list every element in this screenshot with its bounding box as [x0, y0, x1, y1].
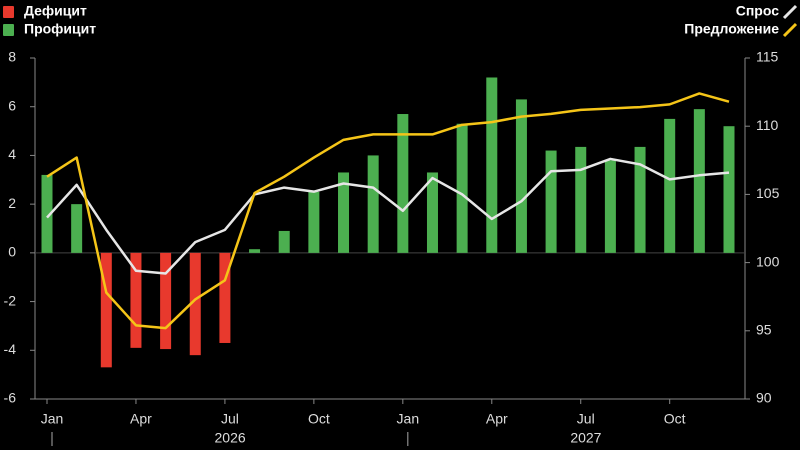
x-tick-label: Jan: [41, 411, 64, 427]
legend-swatch: [782, 22, 798, 38]
bar: [41, 174, 53, 253]
bar: [723, 126, 735, 253]
y-tick-label: 4: [8, 146, 16, 162]
bar: [189, 252, 201, 356]
bar: [456, 123, 468, 253]
bar: [278, 230, 290, 253]
bar: [367, 155, 379, 253]
y-tick-label: 0: [8, 244, 16, 260]
legend-swatch: [3, 6, 14, 18]
y-tick-label: 2: [8, 195, 16, 211]
bar: [486, 77, 498, 253]
bar: [308, 191, 320, 253]
line: [46, 92, 730, 330]
y-tick-label: 8: [8, 49, 16, 65]
bar: [664, 118, 676, 253]
y2-tick-label: 95: [756, 322, 772, 338]
x-tick-label: Apr: [130, 411, 152, 427]
legend-label: Предложение: [684, 21, 779, 37]
y-tick-label: -4: [4, 341, 17, 357]
x-tick-label: Jul: [221, 411, 239, 427]
y2-tick-label: 90: [756, 390, 772, 406]
bar: [604, 160, 616, 253]
legend-label: Спрос: [736, 3, 779, 19]
x-tick-label: Oct: [308, 411, 330, 427]
line: [46, 157, 730, 275]
bar: [515, 99, 527, 253]
bar: [219, 252, 231, 343]
y-tick-label: 6: [8, 97, 16, 113]
bar: [338, 172, 350, 253]
bar: [160, 252, 172, 350]
x-tick-label: Jan: [397, 411, 420, 427]
year-label: 2026: [215, 430, 246, 446]
legend-label: Профицит: [24, 21, 96, 37]
bar: [693, 109, 705, 253]
y2-tick-label: 100: [756, 253, 780, 269]
bar: [545, 150, 557, 253]
bar: [71, 204, 83, 253]
bar: [634, 146, 646, 253]
legend-swatch: [782, 4, 798, 20]
x-tick-label: Apr: [486, 411, 508, 427]
bar: [130, 252, 142, 348]
bar: [249, 249, 261, 253]
bar: [397, 114, 409, 253]
year-label: 2027: [570, 430, 601, 446]
y2-tick-label: 115: [756, 49, 779, 65]
legend-swatch: [3, 24, 14, 36]
x-tick-label: Jul: [577, 411, 595, 427]
y-tick-label: -2: [4, 292, 17, 308]
bar: [575, 146, 587, 253]
x-tick-label: Oct: [664, 411, 686, 427]
y2-tick-label: 110: [756, 117, 779, 133]
y-tick-label: -6: [4, 390, 17, 406]
legend-label: Дефицит: [24, 3, 87, 19]
bar: [426, 172, 438, 253]
bar: [100, 252, 112, 368]
y2-tick-label: 105: [756, 185, 780, 201]
